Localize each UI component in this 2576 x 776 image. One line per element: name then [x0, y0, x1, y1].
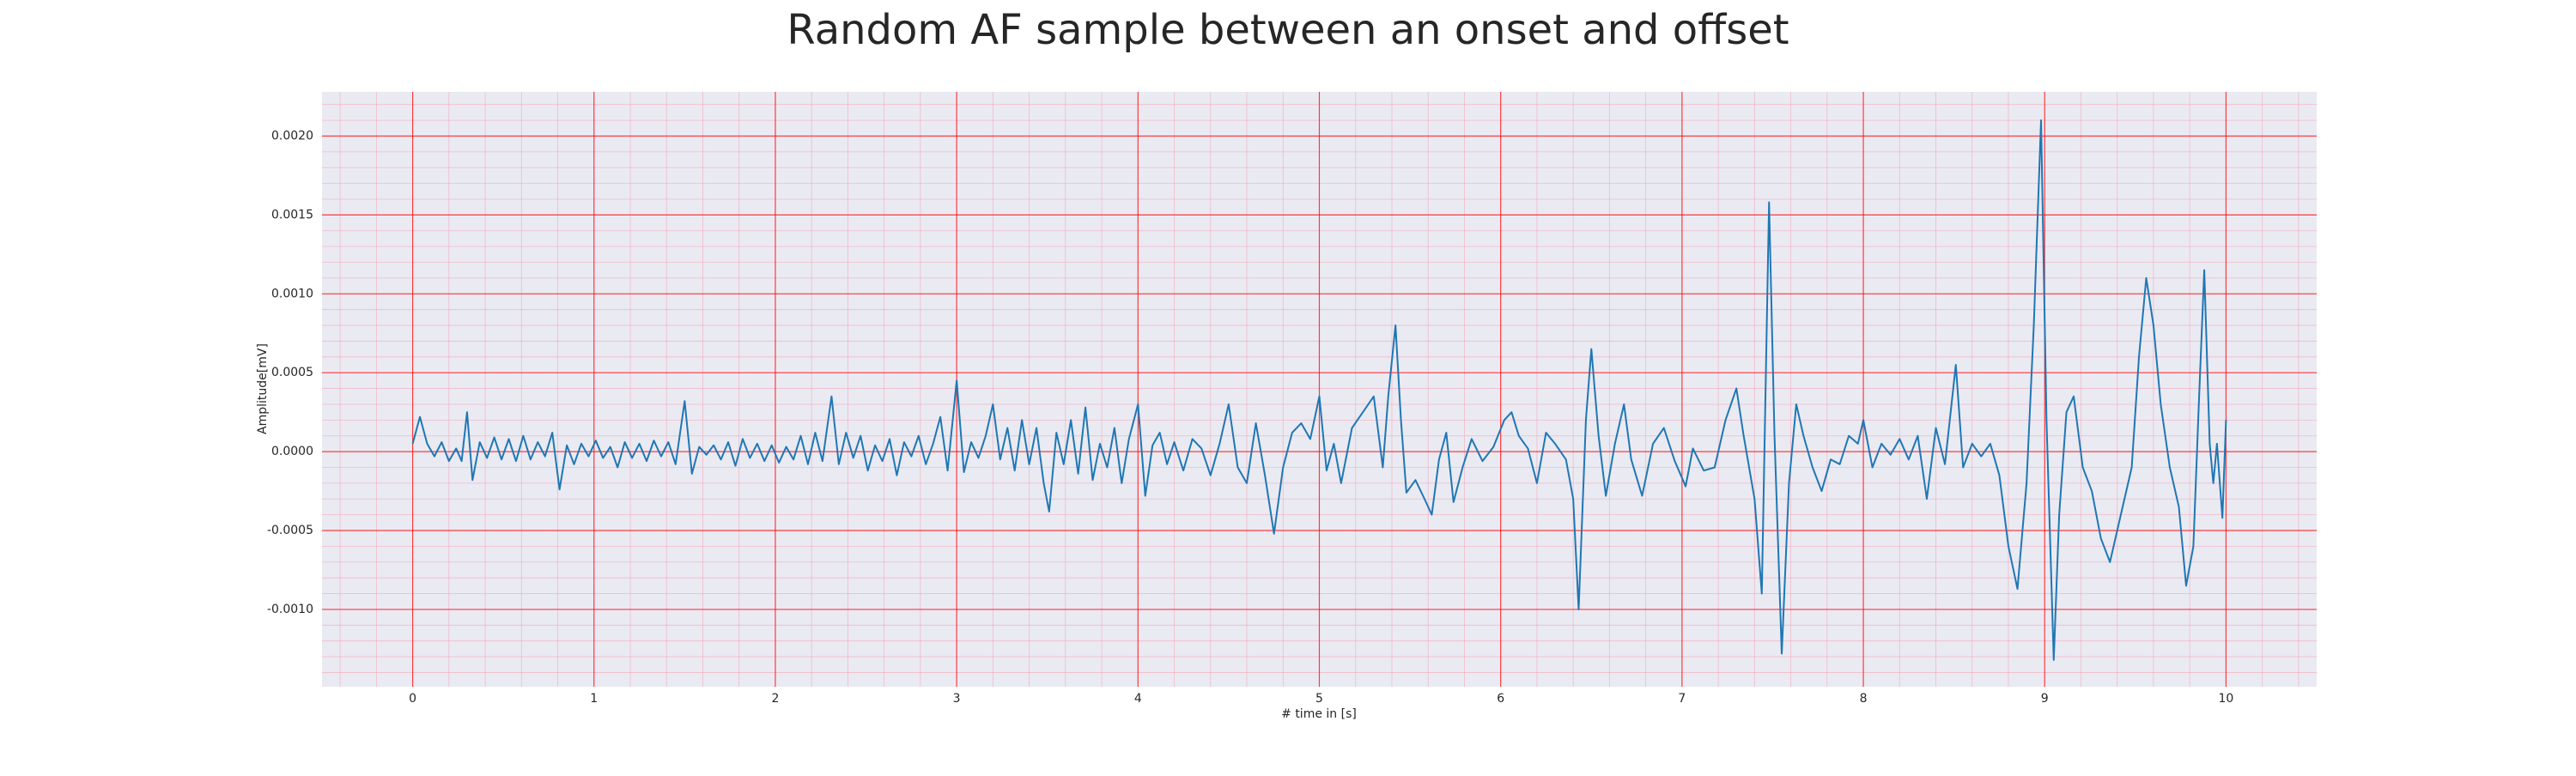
y-tick-label: -0.0010 [267, 603, 313, 616]
x-tick-label: 10 [2218, 692, 2233, 706]
y-tick-label: 0.0005 [271, 366, 313, 379]
y-axis-label: Amplitude[mV] [256, 343, 270, 434]
x-tick-label: 6 [1497, 692, 1504, 706]
x-tick-label: 4 [1134, 692, 1142, 706]
x-tick-label: 7 [1678, 692, 1686, 706]
signal-line [411, 119, 2227, 661]
y-tick-label: 0.0015 [271, 208, 313, 221]
y-tick-label: -0.0005 [267, 524, 313, 537]
x-axis-label: # time in [s] [1281, 707, 1357, 721]
x-tick-label: 1 [590, 692, 598, 706]
y-tick-label: 0.0020 [271, 129, 313, 142]
x-tick-label: 9 [2041, 692, 2049, 706]
chart-title: Random AF sample between an onset and of… [787, 6, 1789, 54]
x-tick-label: 0 [409, 692, 416, 706]
y-tick-label: 0.0000 [271, 445, 313, 458]
x-tick-label: 8 [1860, 692, 1868, 706]
y-tick-label: 0.0010 [271, 287, 313, 300]
x-tick-label: 2 [771, 692, 779, 706]
x-tick-label: 3 [953, 692, 961, 706]
x-tick-label: 5 [1315, 692, 1323, 706]
